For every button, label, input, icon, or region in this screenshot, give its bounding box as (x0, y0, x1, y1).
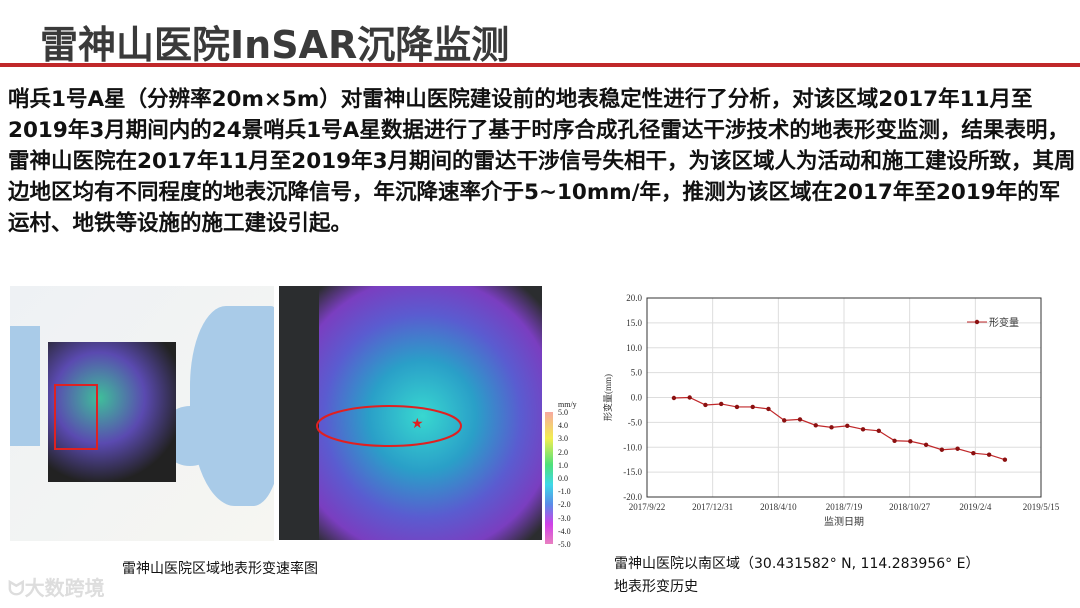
data-point (782, 418, 787, 423)
data-point (955, 446, 960, 451)
y-tick-label: 20.0 (626, 293, 642, 303)
data-point (703, 402, 708, 408)
data-point (829, 425, 834, 430)
data-point (671, 395, 677, 401)
data-point (797, 417, 803, 422)
y-tick-label: 10.0 (626, 343, 642, 353)
colorbar-tick: -3.0 (558, 513, 571, 523)
data-point (845, 423, 850, 429)
hospital-ellipse (316, 405, 462, 447)
page-title: 雷神山医院InSAR沉降监测 (40, 23, 510, 67)
x-tick-label: 2019/5/15 (1023, 502, 1060, 512)
colorbar-tick: 0.0 (558, 474, 568, 483)
data-point (750, 404, 755, 410)
data-point (734, 404, 740, 410)
x-axis-label: 监测日期 (824, 515, 864, 528)
y-tick-label: 5.0 (631, 368, 643, 378)
colorbar-tick: 3.0 (558, 434, 568, 444)
y-tick-label: 0.0 (631, 393, 643, 403)
colorbar-tick: 2.0 (558, 447, 568, 457)
legend-marker (974, 319, 980, 325)
title-divider (0, 63, 1080, 67)
location-map-image (10, 286, 274, 541)
colorbar-tick: -4.0 (558, 526, 571, 536)
data-point (986, 452, 992, 457)
colorbar-tick: -5.0 (558, 540, 571, 549)
data-point (766, 406, 771, 412)
deformation-chart: 20.015.010.05.00.0-5.0-10.0-15.0-20.0201… (602, 293, 1060, 528)
y-tick-label: -5.0 (628, 417, 643, 427)
y-tick-label: -10.0 (623, 442, 642, 452)
data-point (908, 439, 913, 444)
y-tick-label: -15.0 (623, 467, 642, 477)
colorbar-tick: 4.0 (558, 421, 568, 431)
colorbar (545, 412, 553, 544)
watermark-logo: ᗢ大数跨境 (8, 576, 105, 600)
series-line (673, 396, 1006, 461)
colorbar-tick: 1.0 (558, 460, 568, 470)
data-point (939, 447, 945, 452)
colorbar-tick: -2.0 (558, 500, 571, 510)
colorbar-tick: -1.0 (558, 487, 571, 497)
data-point (687, 395, 692, 400)
data-point (1002, 457, 1008, 462)
data-point (971, 451, 976, 456)
x-tick-label: 2017/9/22 (629, 502, 666, 512)
y-tick-label: 15.0 (626, 318, 642, 328)
body-paragraph: 哨兵1号A星（分辨率20m×5m）对雷神山医院建设前的地表稳定性进行了分析，对该… (8, 87, 1076, 236)
x-tick-label: 2017/12/31 (692, 502, 733, 512)
y-tick-label: -20.0 (623, 492, 642, 502)
legend-label: 形变量 (989, 316, 1019, 329)
y-axis-label: 形变量(mm) (602, 374, 613, 421)
deformation-rate-map-image: ★ (279, 286, 542, 540)
caption-left: 雷神山医院区域地表形变速率图 (122, 561, 318, 577)
data-point (860, 427, 866, 432)
data-point (892, 438, 897, 443)
colorbar-unit: mm/y (558, 400, 577, 409)
caption-right-line1: 雷神山医院以南区域（30.431582° N, 114.283956° E） (614, 556, 980, 572)
star-icon: ★ (411, 417, 424, 432)
plot-frame (646, 297, 1042, 498)
data-point (813, 423, 818, 428)
x-tick-label: 2019/2/4 (959, 502, 992, 512)
data-point (876, 428, 882, 434)
colorbar-tick: 5.0 (558, 408, 568, 417)
caption-right-line2: 地表形变历史 (614, 579, 698, 595)
study-area-box (54, 384, 98, 450)
x-tick-label: 2018/4/10 (760, 502, 797, 512)
data-point (923, 442, 929, 447)
x-tick-label: 2018/7/19 (826, 502, 863, 512)
data-point (719, 401, 724, 407)
sar-overlay (48, 342, 176, 482)
x-tick-label: 2018/10/27 (889, 502, 931, 512)
